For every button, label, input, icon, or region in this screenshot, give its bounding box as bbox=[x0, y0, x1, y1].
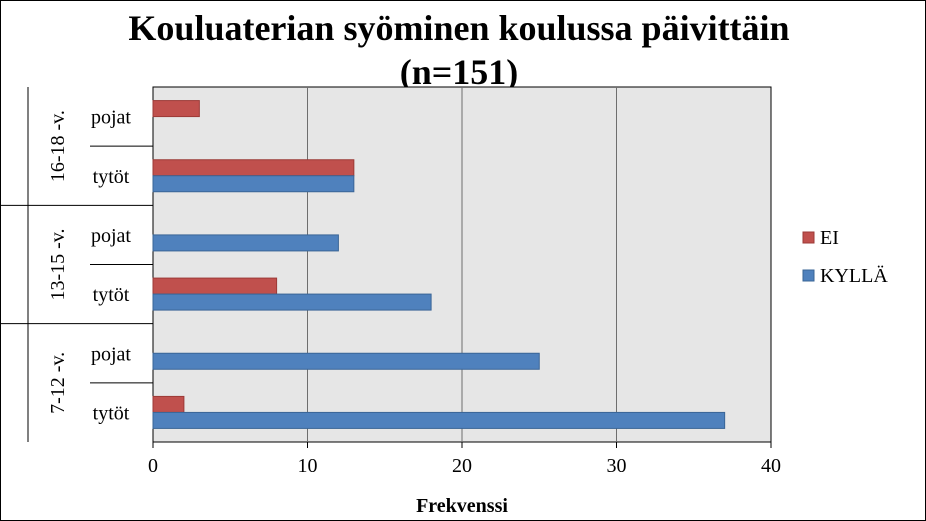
legend-swatch bbox=[802, 269, 815, 282]
bar-kyll--pojat bbox=[152, 234, 339, 252]
bar-kyll--tytöt bbox=[152, 411, 726, 429]
group-label: 13-15 -v. bbox=[47, 228, 69, 300]
x-tick-label: 0 bbox=[148, 455, 158, 477]
legend: EI KYLLÄ bbox=[802, 227, 888, 287]
bar-kyll--tytöt bbox=[152, 293, 432, 311]
category-label: tytöt bbox=[93, 166, 130, 188]
x-tick-label: 30 bbox=[607, 455, 627, 477]
x-tick-label: 20 bbox=[452, 455, 472, 477]
x-axis-title: Frekvenssi bbox=[416, 495, 508, 517]
bar-kyll--pojat bbox=[152, 352, 540, 370]
bar-ei-tytöt bbox=[152, 395, 185, 413]
x-tick-label: 40 bbox=[761, 455, 781, 477]
legend-label: EI bbox=[820, 227, 839, 249]
bar-ei-pojat bbox=[152, 100, 200, 118]
group-label: 7-12 -v. bbox=[47, 352, 69, 414]
bar-kyll--tytöt bbox=[152, 175, 355, 193]
axes: 0 10 20 30 40 16-18 -v. pojat tytöt 13-15 -v. poj… bbox=[0, 87, 781, 477]
category-label: tytöt bbox=[93, 402, 130, 424]
category-label: tytöt bbox=[93, 284, 130, 306]
bar-ei-tytöt bbox=[152, 277, 278, 295]
chart-subtitle: (n=151) bbox=[400, 52, 519, 92]
category-label: pojat bbox=[91, 225, 131, 247]
category-label: pojat bbox=[91, 343, 131, 365]
legend-label: KYLLÄ bbox=[820, 264, 888, 287]
x-tick-label: 10 bbox=[298, 455, 318, 477]
bars bbox=[152, 100, 726, 429]
plot-area bbox=[152, 86, 772, 443]
group-label: 16-18 -v. bbox=[47, 110, 69, 182]
legend-swatch bbox=[802, 231, 815, 244]
chart-title: Kouluaterian syöminen koulussa päivittäi… bbox=[128, 8, 789, 48]
category-label: pojat bbox=[91, 107, 131, 129]
bar-ei-tytöt bbox=[152, 159, 355, 177]
